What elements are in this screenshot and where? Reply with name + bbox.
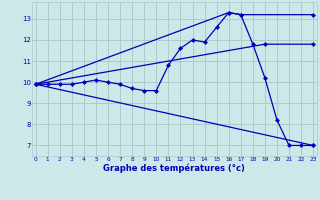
X-axis label: Graphe des températures (°c): Graphe des températures (°c)	[103, 163, 245, 173]
